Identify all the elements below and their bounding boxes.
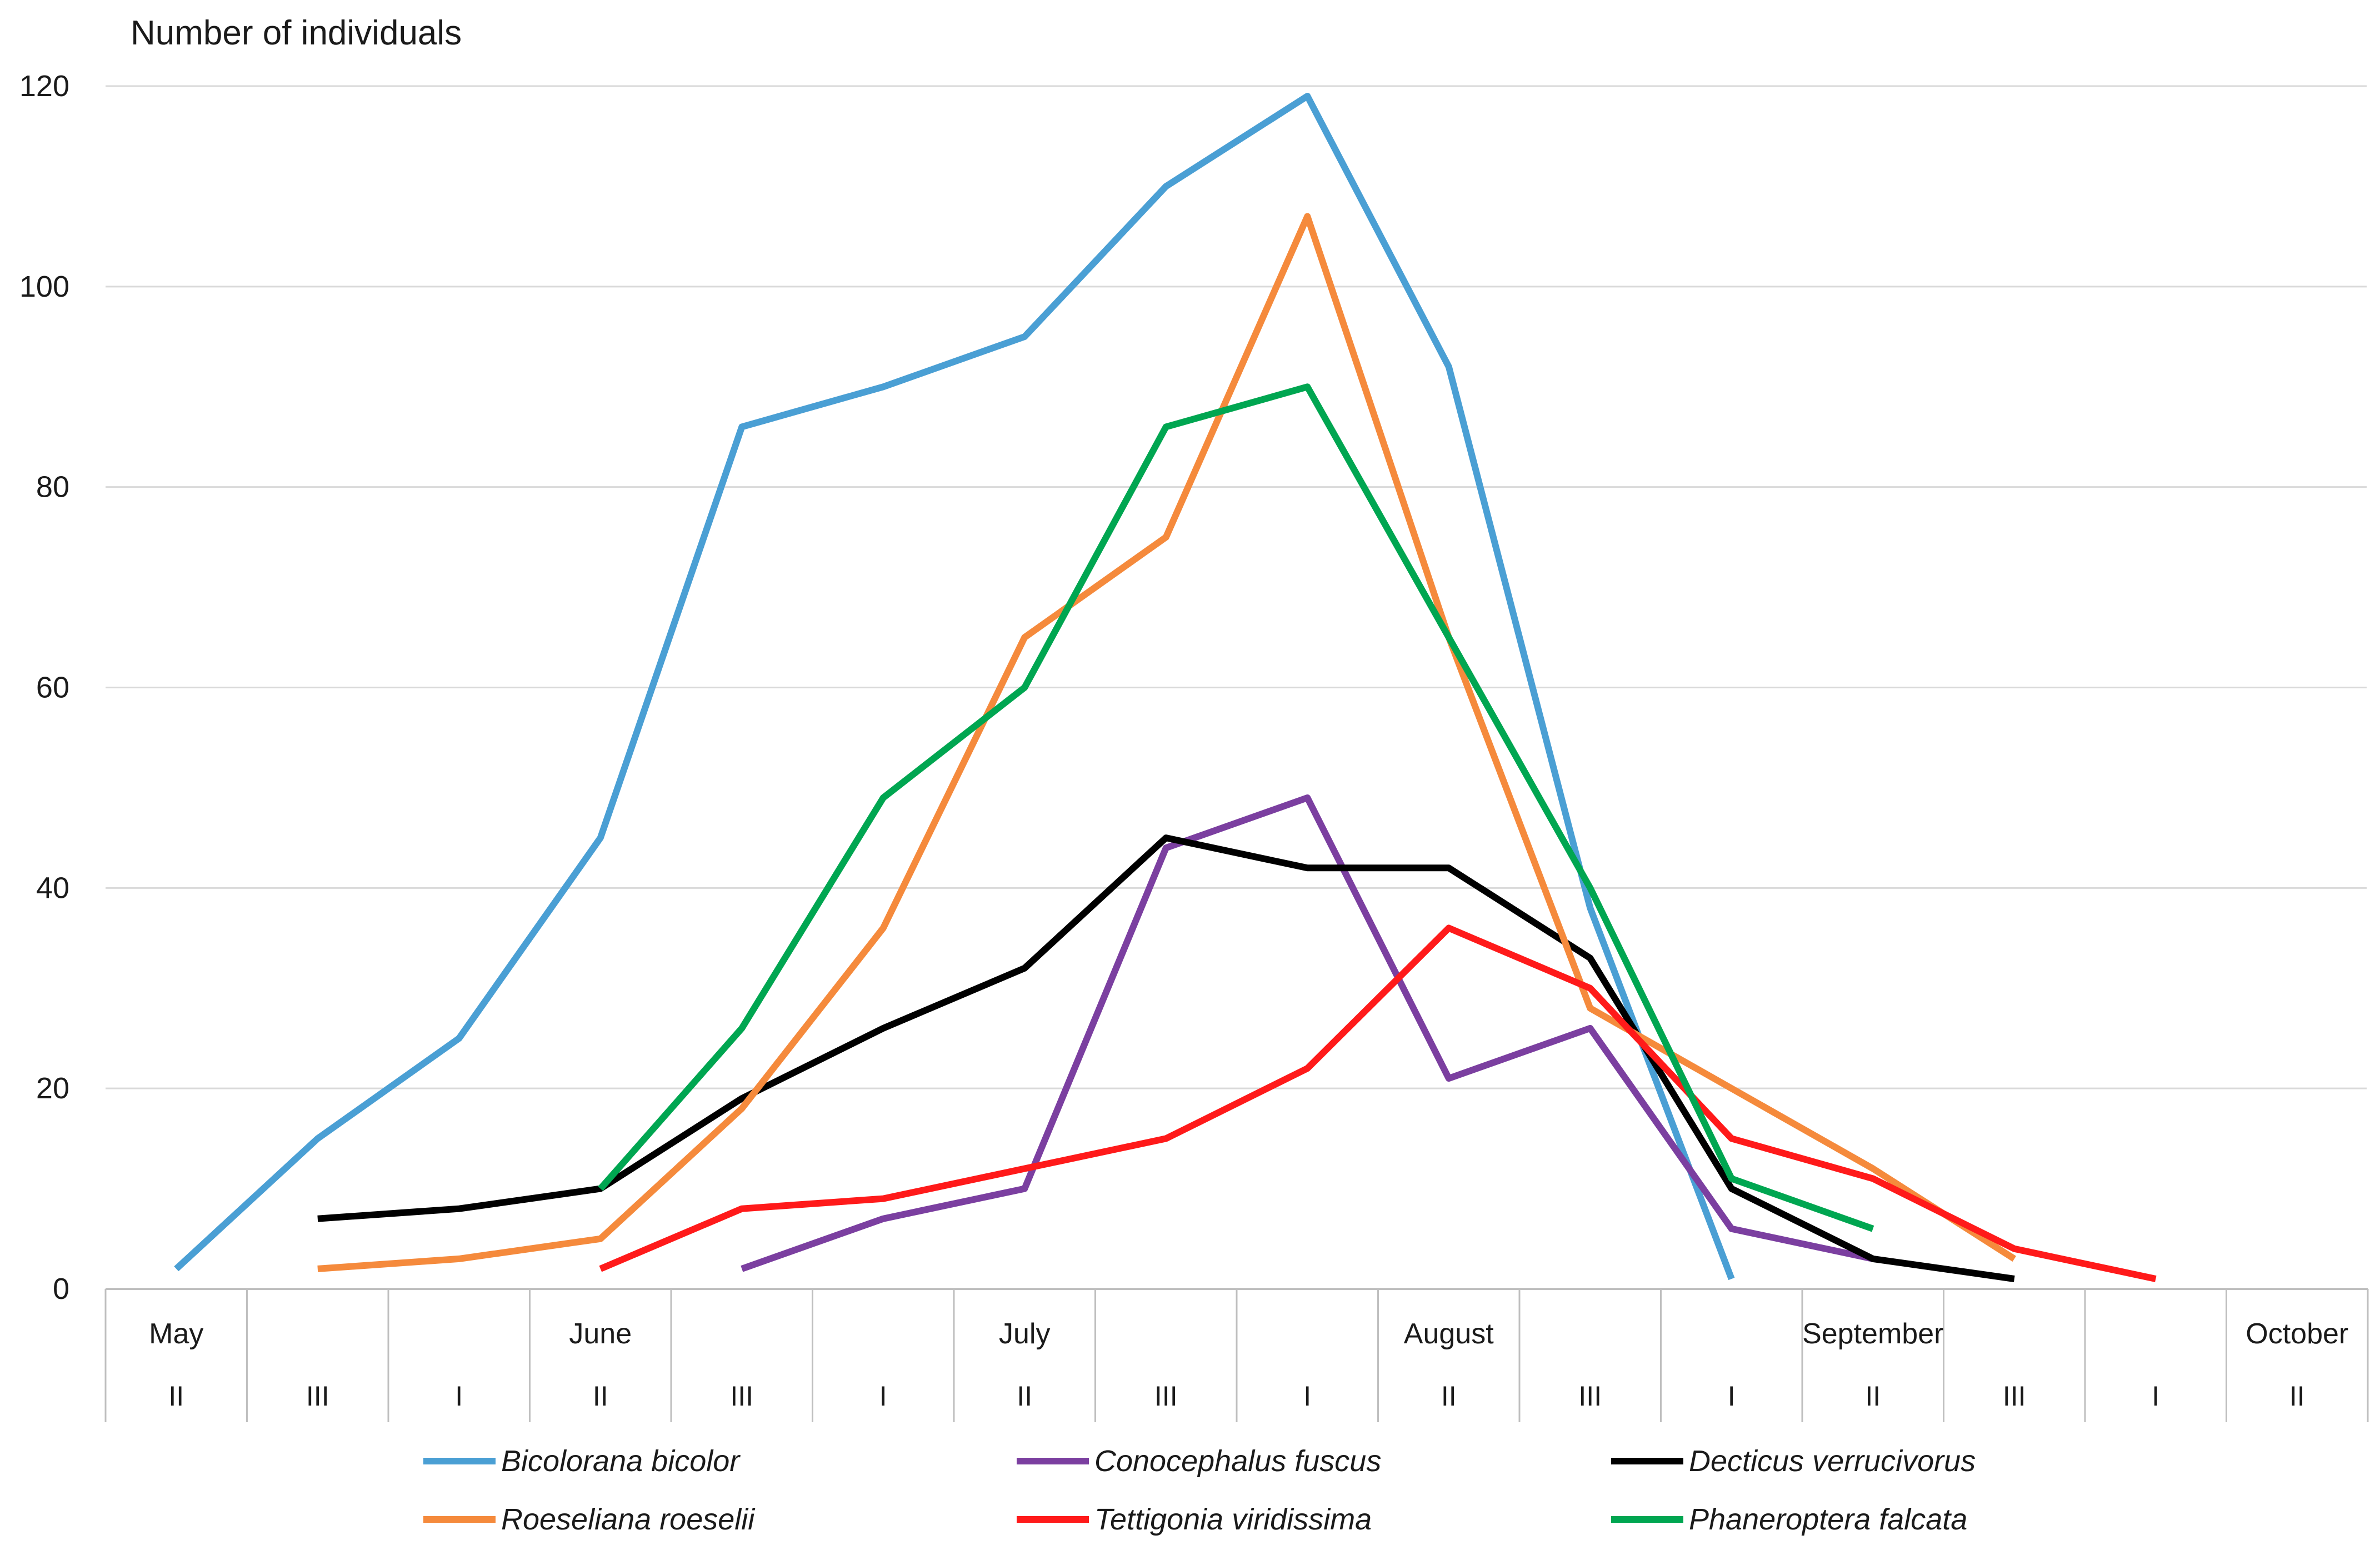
legend-label: Bicolorana bicolor	[501, 1444, 741, 1478]
x-tick-label-decade: II	[168, 1381, 184, 1412]
legend-label: Conocephalus fuscus	[1094, 1444, 1381, 1478]
series-line	[317, 213, 2017, 1272]
y-tick-label: 100	[19, 270, 69, 303]
y-axis-label: Number of individuals	[131, 14, 462, 52]
x-tick-label-decade: II	[1865, 1381, 1881, 1412]
y-tick-label: 60	[36, 671, 69, 704]
legend: Bicolorana bicolor Conocephalus fuscus Dec…	[423, 1444, 1976, 1536]
y-tick-label: 40	[36, 871, 69, 904]
y-tick-label: 80	[36, 471, 69, 504]
legend-label: Decticus verrucivorus	[1689, 1444, 1976, 1478]
x-tick-label-decade: III	[730, 1381, 753, 1412]
series-line	[598, 383, 1874, 1232]
series-line	[599, 924, 2157, 1282]
legend-item: Phaneroptera falcata	[1611, 1503, 1967, 1536]
legend-label: Phaneroptera falcata	[1689, 1503, 1967, 1536]
x-tick-label-decade: I	[455, 1381, 463, 1412]
x-tick-label-decade: II	[593, 1381, 608, 1412]
y-tick-labels: 0 20 40 60 80 100 120	[19, 69, 69, 1306]
x-tick-label-decade: II	[1441, 1381, 1457, 1412]
legend-item: Roeseliana roeselii	[423, 1503, 756, 1536]
x-tick-label-decade: I	[2152, 1381, 2159, 1412]
x-tick-label-month: May	[149, 1318, 203, 1350]
series-lines	[174, 93, 2157, 1282]
legend-label: Roeseliana roeselii	[501, 1503, 756, 1536]
x-tick-label-decade: III	[2003, 1381, 2026, 1412]
x-tick-label-month: June	[569, 1318, 632, 1350]
x-tick-label-decade: II	[2289, 1381, 2305, 1412]
y-tick-label: 120	[19, 69, 69, 103]
legend-item: Tettigonia viridissima	[1017, 1503, 1372, 1536]
x-tick-label-month: August	[1404, 1318, 1494, 1350]
x-tick-label-month: July	[999, 1318, 1050, 1350]
series-line	[741, 794, 1874, 1272]
series-line	[174, 93, 1735, 1281]
x-tick-label-decade: II	[1017, 1381, 1032, 1412]
x-tick-label-month: October	[2246, 1318, 2348, 1350]
x-tick-label-month: September	[1802, 1318, 1943, 1350]
legend-item: Bicolorana bicolor	[423, 1444, 741, 1478]
legend-item: Decticus verrucivorus	[1611, 1444, 1976, 1478]
x-tick-label-decade: III	[1154, 1381, 1178, 1412]
gridlines	[106, 85, 2367, 1089]
x-tick-label-decade: I	[879, 1381, 887, 1412]
legend-label: Tettigonia viridissima	[1094, 1503, 1372, 1536]
x-tick-label-decade: III	[1578, 1381, 1602, 1412]
y-tick-label: 20	[36, 1072, 69, 1105]
x-tick-label-decade: I	[1303, 1381, 1311, 1412]
legend-item: Conocephalus fuscus	[1017, 1444, 1381, 1478]
x-tick-label-decade: I	[1728, 1381, 1736, 1412]
x-tick-label-decade: III	[306, 1381, 329, 1412]
y-tick-label: 0	[53, 1272, 69, 1306]
